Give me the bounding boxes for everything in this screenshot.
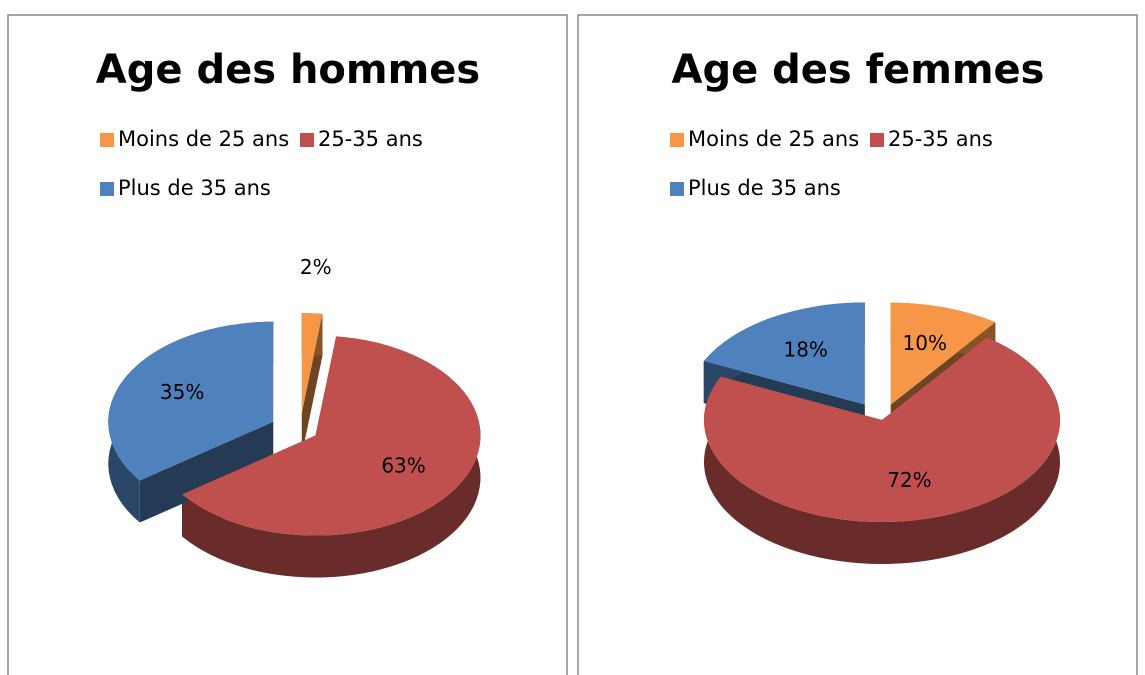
panel-border	[577, 14, 1138, 675]
legend-swatch	[100, 182, 114, 196]
pie-slice	[182, 336, 481, 536]
slice-side	[182, 336, 481, 578]
legend-label: Moins de 25 ans	[688, 127, 859, 151]
chart-title: Age des femmes	[672, 47, 1045, 93]
pie-slice	[108, 321, 274, 481]
chart-title: Age des hommes	[96, 47, 480, 93]
legend-swatch	[300, 133, 314, 147]
legend-label: Plus de 35 ans	[118, 176, 271, 200]
pie-slice	[890, 302, 996, 405]
data-label: 18%	[783, 338, 827, 362]
data-label: 72%	[887, 468, 931, 492]
legend-label: Moins de 25 ans	[118, 127, 289, 151]
pie-slice	[703, 302, 865, 405]
pie-slice	[301, 313, 323, 414]
data-label: 2%	[300, 255, 332, 279]
legend-label: 25-35 ans	[888, 127, 993, 151]
pie-slice	[704, 337, 1061, 522]
legend-swatch	[870, 133, 884, 147]
slice-wall	[139, 421, 274, 523]
legend-swatch	[670, 182, 684, 196]
panel-border	[7, 14, 568, 675]
legend-swatch	[100, 133, 114, 147]
legend-label: Plus de 35 ans	[688, 176, 841, 200]
data-label: 35%	[160, 380, 204, 404]
data-label: 10%	[903, 331, 947, 355]
legend-label: 25-35 ans	[318, 127, 423, 151]
legend-swatch	[670, 133, 684, 147]
data-label: 63%	[381, 454, 425, 478]
